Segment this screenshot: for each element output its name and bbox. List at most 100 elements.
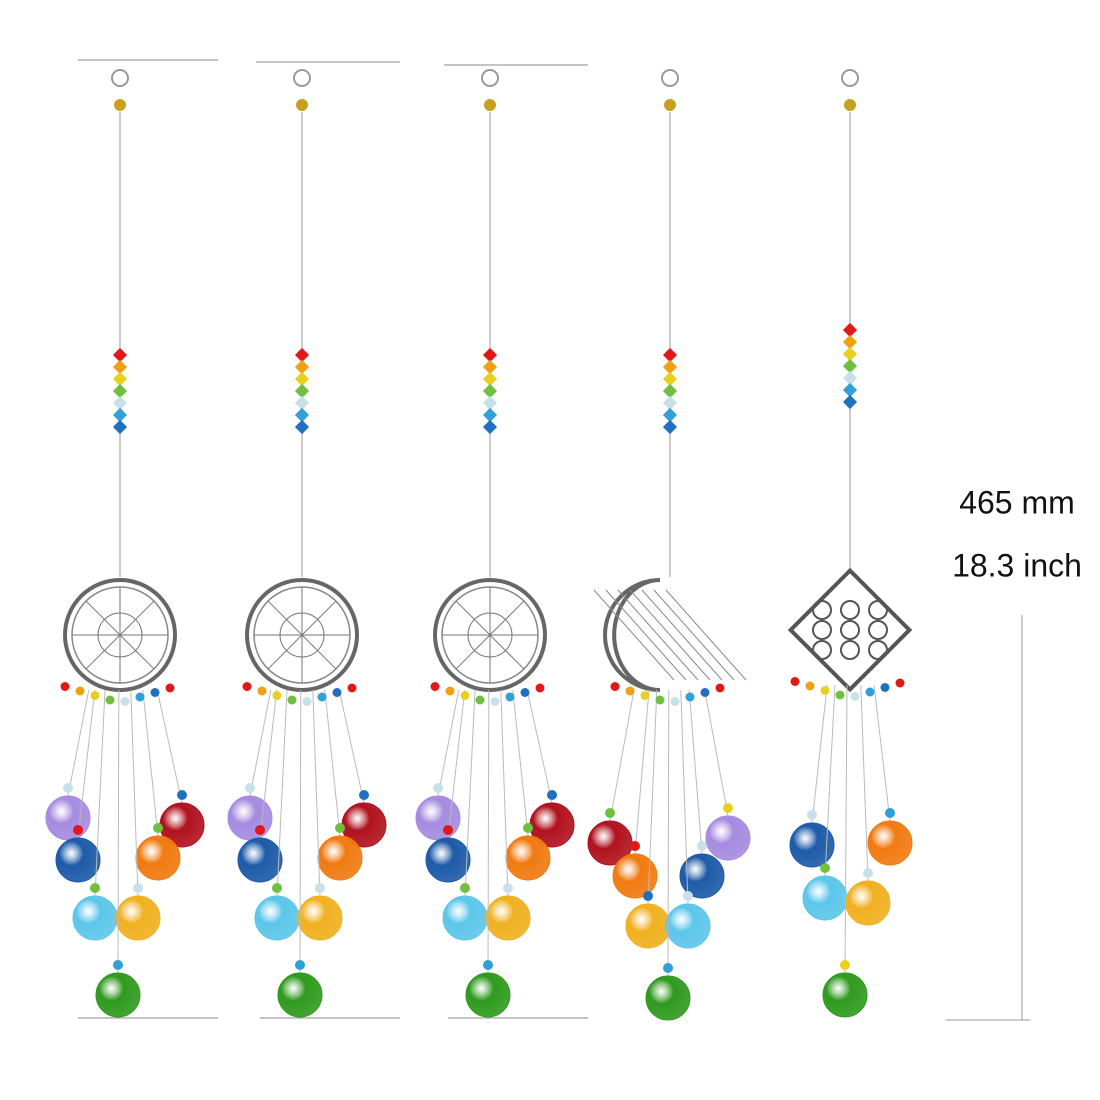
small-bead [723,803,733,813]
small-bead [315,883,325,893]
small-bead [663,963,673,973]
lattice [617,589,699,681]
bead [842,358,858,374]
drop-string [324,689,341,837]
crystal-ball [115,895,161,941]
drop-string [338,689,365,804]
drop-string [142,689,159,837]
drop-string [688,689,703,855]
rim-bead [640,691,650,700]
bead [112,383,128,399]
drop-string [67,689,90,797]
small-bead [335,823,345,833]
drop-string [487,689,490,974]
imperial-length: 18.3 inch [952,547,1082,583]
rim-bead [535,683,545,693]
bead [482,419,498,435]
bead [294,359,310,375]
drop-string [156,689,183,804]
drop-string [824,684,836,877]
small-bead [73,825,83,835]
crystal-ball [789,822,835,868]
crystal-ball [465,972,511,1018]
bead [662,371,678,387]
web [455,634,491,670]
crystal-ball [277,972,323,1018]
bead [112,407,128,423]
crystal-ball [297,895,343,941]
crystal-ball [845,880,891,926]
top-bead [664,99,676,111]
web [489,634,525,670]
bead [482,359,498,375]
bead [294,395,310,411]
metric-length: 465 mm [959,484,1075,520]
web [455,600,491,636]
small-bead [630,841,640,851]
rim-bead [895,678,905,688]
drop-string [634,689,650,855]
top-bead [484,99,496,111]
drop-string [249,689,272,797]
rim-bead [272,691,282,700]
rim-bead [610,682,620,691]
rim-bead [670,697,680,706]
rim-bead [60,682,70,691]
web [267,600,303,636]
web [301,600,337,636]
drop-string [647,689,658,905]
small-bead [547,790,557,800]
rim-bead [685,692,695,702]
crystal-ball [425,837,471,883]
lattice [629,589,711,681]
web [85,634,121,670]
small-bead [683,891,693,901]
bead [662,395,678,411]
small-bead [643,891,653,901]
cutout [812,600,832,620]
rim-bead [475,695,485,705]
crystal-ball [237,837,283,883]
crystal-ball [679,853,725,899]
web [489,600,525,636]
rim-bead [75,686,85,696]
hook [661,69,679,87]
bead [112,371,128,387]
crystal-ball [415,795,461,841]
frame [63,578,177,692]
bead [482,395,498,411]
small-bead [460,883,470,893]
crystal-ball [867,820,913,866]
bead [294,371,310,387]
drop-string [844,684,848,974]
drop-string [667,689,670,977]
crystal-ball [705,815,751,861]
drop-string [464,689,476,897]
small-bead [820,863,830,873]
cutout [840,620,860,640]
bead [842,322,858,338]
bead [842,334,858,350]
bead [112,359,128,375]
drop-string [609,689,635,822]
rim-bead [505,692,515,702]
crystal-ball [135,835,181,881]
small-bead [840,960,850,970]
crystal-ball [505,835,551,881]
rim-bead [317,692,327,702]
rim-bead [805,681,815,691]
lattice [641,589,723,681]
crystal-ball [72,895,118,941]
hook [841,69,859,87]
rim-bead [700,688,710,697]
small-bead [295,960,305,970]
bead [662,419,678,435]
hook [111,69,129,87]
bead [662,347,678,363]
drop-string [117,689,120,974]
cutout [812,640,832,660]
drop-string [512,689,529,837]
cutout [840,640,860,660]
bead [294,407,310,423]
